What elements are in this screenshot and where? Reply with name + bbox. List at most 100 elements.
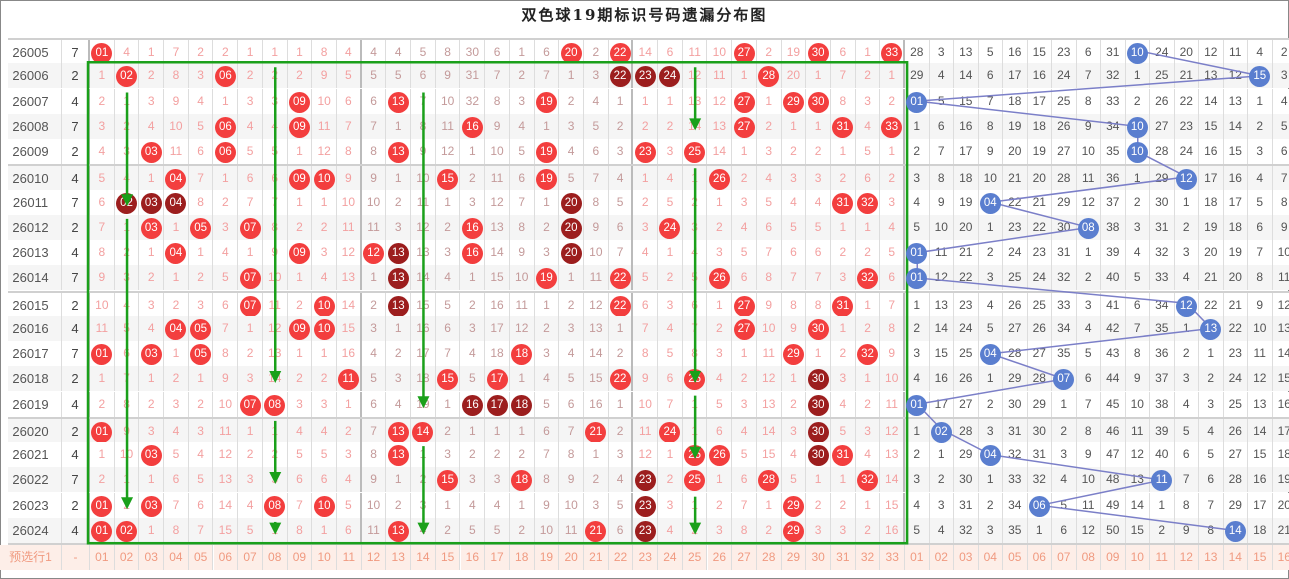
preselect-blue-08[interactable]: 08 (1076, 545, 1101, 571)
red-ball: 30 (807, 318, 829, 340)
preselect-red-16[interactable]: 16 (460, 545, 486, 571)
red-cell-33: 5 (880, 240, 906, 266)
blue-cell-8: 6 (1077, 40, 1101, 65)
red-cell-31: 3 (831, 517, 856, 543)
preselect-red-07[interactable]: 07 (238, 545, 263, 571)
preselect-red-04[interactable]: 04 (164, 545, 189, 571)
preselect-red-26[interactable]: 26 (707, 545, 733, 571)
blue-cell-2: 10 (930, 214, 954, 240)
preselect-red-29[interactable]: 29 (781, 545, 807, 571)
preselect-red-11[interactable]: 11 (337, 545, 362, 571)
preselect-blue-01[interactable]: 01 (905, 545, 930, 571)
preselect-blue-15[interactable]: 15 (1248, 545, 1273, 571)
blue-cell-14: 29 (1224, 492, 1248, 518)
preselect-blue-16[interactable]: 16 (1272, 545, 1289, 571)
blue-cell-5: 33 (1003, 467, 1028, 493)
issue-number: 26019 (0, 391, 62, 417)
preselect-red-03[interactable]: 03 (139, 545, 165, 571)
red-cell-9: 09 (288, 240, 313, 266)
preselect-red-05[interactable]: 05 (188, 545, 214, 571)
blue-ball: 04 (979, 192, 1001, 214)
red-cell-3: 2 (139, 391, 165, 417)
blue-cell-4: 3 (979, 265, 1003, 291)
preselect-red-21[interactable]: 21 (584, 545, 609, 571)
preselect-blue-12[interactable]: 12 (1174, 545, 1199, 571)
preselect-red-22[interactable]: 22 (608, 545, 634, 571)
preselect-blue-07[interactable]: 07 (1052, 545, 1077, 571)
preselect-red-19[interactable]: 19 (534, 545, 560, 571)
preselect-blue-09[interactable]: 09 (1101, 545, 1126, 571)
preselect-blue-10[interactable]: 10 (1125, 545, 1150, 571)
preselect-red-13[interactable]: 13 (386, 545, 412, 571)
preselect-red-32[interactable]: 32 (855, 545, 881, 571)
red-cell-8: 14 (263, 366, 288, 392)
blue-cell-7: 07 (1052, 366, 1077, 392)
blue-cell-14: 11 (1224, 40, 1248, 65)
red-cell-27: 3 (732, 391, 757, 417)
tail-value: 7 (62, 113, 90, 139)
red-cell-7: 1 (238, 315, 263, 341)
preselect-red-18[interactable]: 18 (509, 545, 535, 571)
issue-number: 26015 (0, 292, 62, 318)
blue-cell-1: 29 (905, 63, 930, 89)
preselect-red-09[interactable]: 09 (287, 545, 313, 571)
red-cell-2: 1 (115, 214, 140, 240)
red-cell-10: 10 (312, 315, 337, 341)
red-cell-14: 11 (411, 189, 436, 215)
preselect-red-12[interactable]: 12 (361, 545, 387, 571)
preselect-blue-05[interactable]: 05 (1003, 545, 1028, 571)
red-cell-13: 13 (386, 442, 412, 468)
red-cell-25: 3 (683, 214, 708, 240)
red-cell-16: 16 (461, 214, 486, 240)
preselect-blue-04[interactable]: 04 (978, 545, 1003, 571)
blue-cell-15: 12 (1248, 366, 1273, 392)
red-ball: 32 (857, 268, 879, 290)
preselect-red-02[interactable]: 02 (114, 545, 140, 571)
red-ball: 02 (116, 520, 138, 542)
red-cell-6: 7 (214, 315, 239, 341)
blue-cell-9: 38 (1101, 214, 1126, 240)
preselect-red-27[interactable]: 27 (732, 545, 757, 571)
blue-cell-7: 29 (1052, 189, 1077, 215)
preselect-red-20[interactable]: 20 (559, 545, 584, 571)
preselect-red-14[interactable]: 14 (411, 545, 436, 571)
red-cell-32: 2 (856, 391, 881, 417)
preselect-red-10[interactable]: 10 (312, 545, 337, 571)
preselect-red-33[interactable]: 33 (880, 545, 906, 571)
preselect-blue-02[interactable]: 02 (929, 545, 954, 571)
preselect-red-24[interactable]: 24 (658, 545, 683, 571)
red-cell-20: 11 (559, 517, 584, 543)
blue-cell-8: 9 (1077, 113, 1101, 139)
preselect-red-30[interactable]: 30 (806, 545, 831, 571)
preselect-red-01[interactable]: 01 (90, 545, 115, 571)
red-ball: 22 (609, 369, 631, 391)
preselect-red-08[interactable]: 08 (262, 545, 288, 571)
blue-cell-6: 30 (1028, 418, 1052, 444)
preselect-red-31[interactable]: 31 (831, 545, 856, 571)
red-cell-22: 2 (609, 341, 634, 367)
red-cell-26: 3 (708, 517, 733, 543)
preselect-red-23[interactable]: 23 (633, 545, 659, 571)
red-cell-19: 1 (535, 113, 560, 139)
preselect-red-28[interactable]: 28 (756, 545, 782, 571)
preselect-blue-11[interactable]: 11 (1150, 545, 1175, 571)
red-cell-24: 24 (658, 63, 683, 89)
red-cell-9: 4 (288, 418, 313, 444)
blue-cell-3: 20 (954, 214, 979, 240)
preselect-red-06[interactable]: 06 (213, 545, 239, 571)
red-cell-4: 11 (164, 139, 189, 165)
preselect-red-15[interactable]: 15 (435, 545, 461, 571)
preselect-blue-06[interactable]: 06 (1027, 545, 1052, 571)
preselect-red-17[interactable]: 17 (485, 545, 510, 571)
red-cell-4: 8 (164, 517, 189, 543)
preselect-red-25[interactable]: 25 (682, 545, 708, 571)
blue-cell-8: 4 (1077, 315, 1101, 341)
preselect-blue-14[interactable]: 14 (1223, 545, 1248, 571)
preselect-blue-13[interactable]: 13 (1199, 545, 1224, 571)
blue-cell-4: 8 (979, 113, 1003, 139)
preselect-blue-03[interactable]: 03 (954, 545, 979, 571)
red-cell-1: 9 (90, 265, 115, 291)
red-cell-26: 3 (708, 341, 733, 367)
red-cell-2: 2 (115, 240, 140, 266)
red-cell-21: 14 (584, 341, 609, 367)
